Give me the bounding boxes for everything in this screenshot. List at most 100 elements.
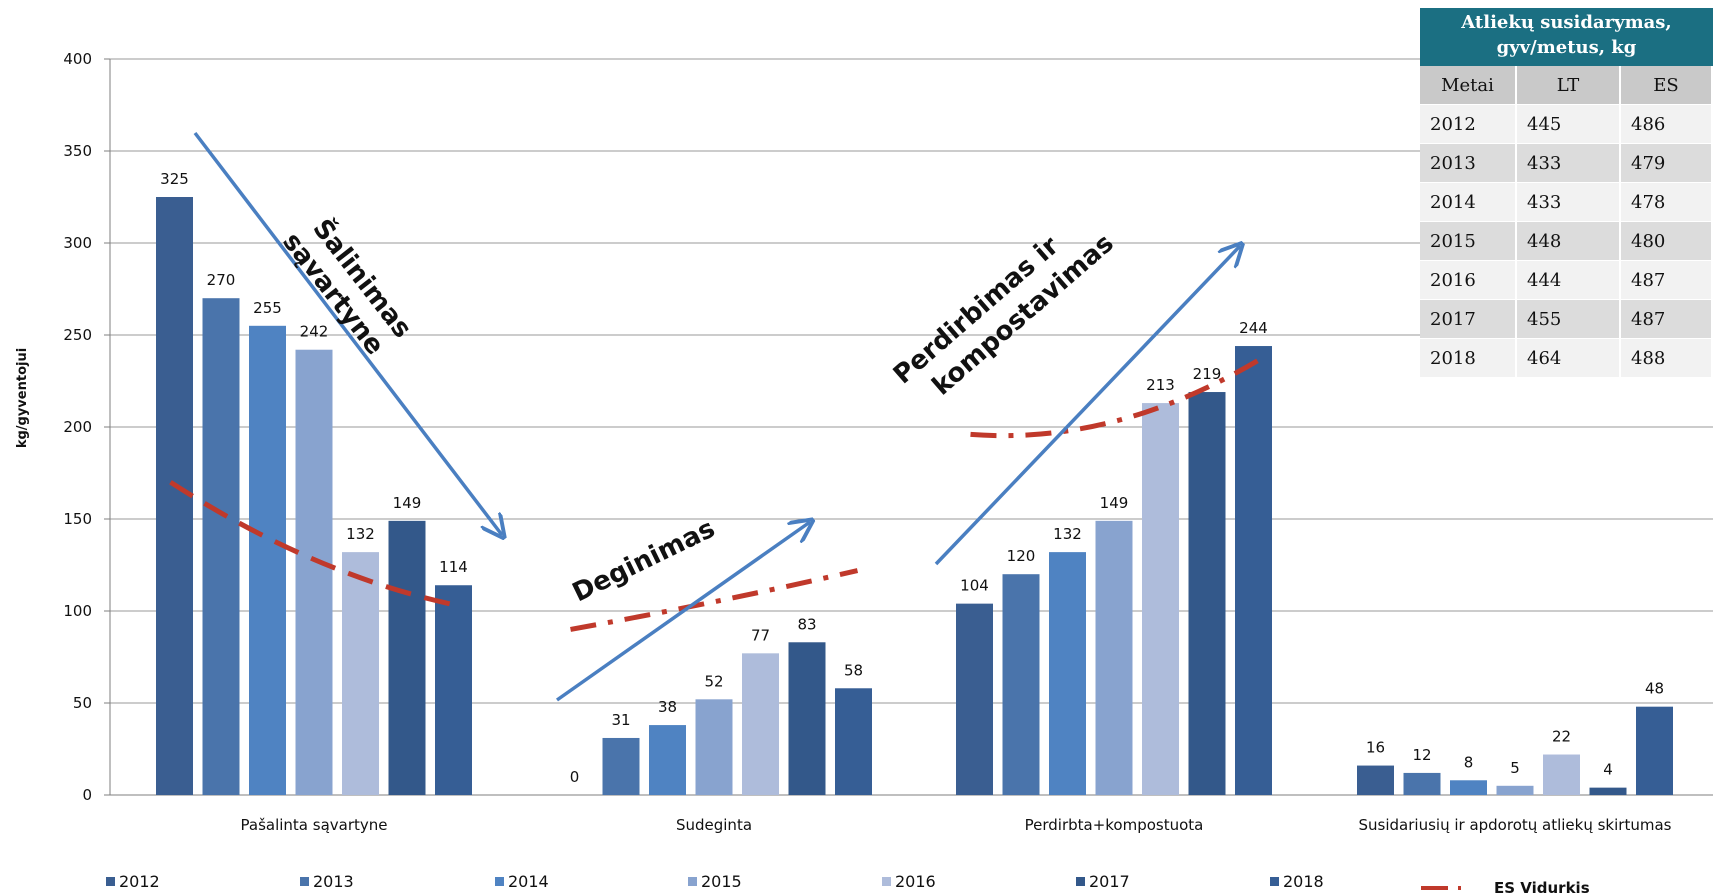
bar [602, 737, 640, 795]
table-cell-year: 2014 [1420, 182, 1517, 222]
y-tick-label: 350 [63, 142, 92, 160]
y-tick-label: 100 [63, 602, 92, 620]
data-label: 114 [439, 558, 468, 576]
bar [249, 325, 286, 795]
table-row: 2012 445 486 [1420, 104, 1713, 144]
bar [295, 349, 333, 795]
bar [435, 585, 472, 795]
data-label: 270 [207, 271, 236, 289]
table-row: 2015 448 480 [1420, 221, 1713, 261]
bar [1450, 780, 1487, 795]
y-tick-label: 200 [63, 418, 92, 436]
bar [1357, 765, 1394, 795]
bar [1235, 346, 1272, 795]
bar [342, 552, 379, 795]
data-label: 213 [1146, 376, 1175, 394]
bar [388, 520, 426, 795]
eu-average-lines [169, 358, 1259, 632]
arrow-perdirbimas [934, 246, 1240, 566]
data-label: 104 [960, 577, 989, 595]
bar [742, 653, 779, 795]
y-tick-label: 50 [73, 694, 92, 712]
bar [1049, 552, 1086, 795]
category-label: Susidariusių ir apdorotų atliekų skirtum… [1359, 816, 1672, 834]
bar [1589, 787, 1627, 795]
data-label: 38 [658, 698, 677, 716]
data-label: 48 [1645, 680, 1664, 698]
table-cell-es: 480 [1620, 221, 1713, 261]
annotation-perdirbimas: Perdirbimas ir kompostavimas [888, 203, 1120, 416]
table-cell-year: 2016 [1420, 260, 1517, 300]
legend-label: 2014 [508, 872, 549, 891]
table-cell-year: 2015 [1420, 221, 1517, 261]
bars [156, 197, 1673, 795]
table-row: 2013 433 479 [1420, 143, 1713, 183]
y-tick-label: 400 [63, 50, 92, 68]
eu-average-line [970, 358, 1259, 439]
y-axis-label: kg/gyventojui [15, 348, 30, 448]
legend-label: 2015 [701, 872, 742, 891]
table-cell-lt: 444 [1516, 260, 1621, 300]
data-label: 244 [1239, 319, 1268, 337]
bar [835, 688, 872, 795]
bar [956, 603, 993, 795]
table-cell-lt: 433 [1516, 182, 1621, 222]
arrow-salinimas [193, 131, 502, 535]
y-tick-label: 150 [63, 510, 92, 528]
table-header-row: Metai LT ES [1420, 66, 1713, 105]
legend-swatch [1270, 877, 1279, 886]
data-label: 22 [1552, 728, 1571, 746]
legend-swatch [882, 877, 891, 886]
legend-swatch [688, 877, 697, 886]
bar [1543, 754, 1580, 795]
bar [1142, 403, 1179, 795]
table-header-lt: LT [1516, 66, 1621, 105]
data-label: 149 [393, 494, 422, 512]
table-title-line2: gyv/metus, kg [1496, 37, 1637, 58]
legend-swatch [1076, 877, 1085, 886]
table-cell-year: 2012 [1420, 104, 1517, 144]
table-cell-es: 486 [1620, 104, 1713, 144]
data-label: 8 [1464, 753, 1474, 771]
data-label: 83 [797, 615, 816, 633]
table-body: Metai LT ES 2012 445 486 2013 433 479 2014 433 4… [1420, 66, 1713, 378]
data-label: 77 [751, 626, 770, 644]
table-cell-year: 2018 [1420, 338, 1517, 378]
data-label: 31 [611, 711, 630, 729]
y-tick-label: 300 [63, 234, 92, 252]
category-labels: Pašalinta sąvartyne Sudeginta Perdirbta+ko… [241, 816, 1672, 834]
legend-label: 2017 [1089, 872, 1130, 891]
table-cell-lt: 464 [1516, 338, 1621, 378]
legend-label: 2016 [895, 872, 936, 891]
bar [649, 725, 686, 795]
table-row: 2017 455 487 [1420, 299, 1713, 339]
bar [1188, 392, 1226, 795]
bar [1002, 574, 1040, 795]
legend: 2012 2013 2014 2015 2016 2017 2018 ES Vidurkis [106, 872, 1590, 895]
data-label: 58 [844, 661, 863, 679]
table-title: Atliekų susidarymas, gyv/metus, kg [1420, 8, 1713, 66]
arrow-deginimas [555, 522, 810, 702]
legend-swatch [106, 877, 115, 886]
table-cell-es: 488 [1620, 338, 1713, 378]
bar [695, 699, 733, 795]
data-label: 16 [1366, 739, 1385, 757]
y-tick-label: 0 [82, 786, 92, 804]
data-label: 255 [253, 299, 282, 317]
data-label: 4 [1603, 761, 1613, 779]
y-axis-ticks: 0 50 100 150 200 250 300 350 400 [63, 50, 92, 804]
data-label: 242 [300, 323, 329, 341]
data-label: 132 [346, 525, 375, 543]
category-label: Pašalinta sąvartyne [241, 816, 388, 834]
table-title-line1: Atliekų susidarymas, [1461, 12, 1672, 33]
legend-swatch [495, 877, 504, 886]
table-cell-year: 2013 [1420, 143, 1517, 183]
data-label: 5 [1510, 759, 1520, 777]
data-label: 325 [160, 170, 189, 188]
table-cell-lt: 433 [1516, 143, 1621, 183]
table-cell-year: 2017 [1420, 299, 1517, 339]
table-cell-es: 487 [1620, 299, 1713, 339]
eu-average-line [169, 480, 459, 608]
table-header-metai: Metai [1420, 66, 1517, 105]
